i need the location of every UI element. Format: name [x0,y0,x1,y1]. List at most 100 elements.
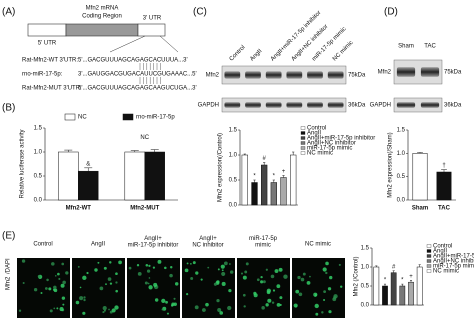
cell [109,261,112,264]
cell [314,303,319,309]
legend-label: AngII+NC inhibitor [307,141,356,147]
legend-swatch [64,113,76,121]
significance-marker: # [262,156,266,162]
sequence-name: rno-miR-17-5p: [22,72,63,78]
cell [49,309,53,313]
cell [295,289,300,294]
blot-background [393,97,443,113]
y-tick-label: 0.0 [361,303,370,309]
lane-label: NC mimic [332,40,355,63]
blot-band [396,67,416,77]
cell [115,281,118,284]
cell [128,266,132,270]
group-label: AngII+ miR-17-5p inhibitor [128,236,179,249]
y-tick-label: 0.0 [229,203,238,209]
blot-band [286,102,303,108]
cell [83,298,86,302]
legend-label: AngII [433,249,447,255]
cell [115,289,118,293]
utr3-box [137,23,166,37]
cell [145,263,149,267]
cell [217,308,222,313]
cell [105,283,107,286]
blot-band [224,102,241,108]
cell [328,310,332,314]
cell [323,290,327,294]
bar [124,151,146,201]
bar [261,164,268,206]
panel-label: (C) [193,7,207,18]
group-note: NC [140,135,149,141]
sequence-name: Rat-Mfn2-WT 3'UTR: [22,58,78,64]
cell [82,311,86,315]
cell [300,277,305,282]
significance-marker: * [273,174,276,180]
bar [399,285,406,306]
cell [190,276,194,280]
blot-band [327,71,344,79]
stain-label: /DAPI [6,258,12,274]
cell [166,312,169,315]
cell [102,306,107,311]
panel-label: (B) [2,103,15,114]
cell [170,304,174,307]
cell [309,275,311,278]
utr-label: 3' UTR [143,16,162,22]
cell [270,274,275,279]
blot-band [245,71,261,79]
legend-swatch [300,136,306,140]
cell [276,284,281,289]
legend-swatch [300,126,306,130]
coding-box [65,23,139,37]
blot-band [420,102,440,108]
cell [154,298,159,302]
cell [53,288,58,293]
blot-background [221,97,347,113]
bar [270,182,277,206]
cell [54,275,57,277]
cell [114,305,119,310]
y-axis-label: Mfn2 expression(/Control) [218,133,224,202]
cell [148,264,151,268]
blot-background [221,65,347,85]
y-tick-label: 0.5 [397,174,406,180]
bar [373,266,380,306]
cell [174,282,179,286]
group-label: AngII [91,242,105,248]
y-tick-label: 1.5 [361,246,370,252]
significance-marker: # [392,264,396,270]
legend-label: miR-17-5p mimic [433,264,474,270]
cell [108,308,110,311]
cell [228,263,231,265]
cell [325,261,329,266]
cell [213,282,217,286]
blot-band [396,102,416,108]
zoom-line [159,35,179,53]
cell [173,297,176,300]
cell [148,285,153,290]
cell [44,287,48,290]
y-axis-label: Mfn2 (/Control) [354,256,360,296]
y-tick-label: 1.5 [229,128,238,134]
cell [107,277,112,281]
cell [22,281,25,284]
cell [278,267,283,272]
y-tick-label: 1.0 [397,151,406,157]
cell [323,298,326,301]
cell [144,281,148,285]
cell [195,271,199,275]
cell [136,264,140,267]
utr-label: 5' UTR [38,41,57,47]
cell [219,311,224,315]
micrograph [292,258,345,318]
y-tick-label: 1.0 [229,153,238,159]
x-tick-label: Mfn2-WT [66,206,92,212]
cell [329,275,333,280]
panel-label: (D) [384,7,398,18]
cell [216,298,220,303]
legend-swatch [426,249,432,253]
cell [59,307,64,312]
legend-label: NC mimic [433,269,459,275]
legend-label: Control [433,244,452,250]
cell [279,303,282,307]
